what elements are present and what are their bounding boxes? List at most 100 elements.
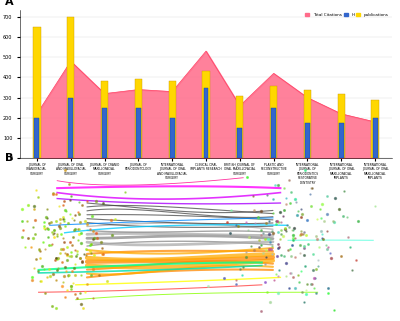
Point bbox=[275, 246, 282, 251]
Bar bbox=[102, 108, 107, 158]
Point bbox=[68, 284, 74, 289]
Point bbox=[355, 219, 361, 224]
Point bbox=[88, 250, 94, 256]
Point bbox=[289, 243, 295, 248]
Point bbox=[268, 243, 275, 248]
Point bbox=[318, 235, 325, 240]
Point bbox=[49, 230, 56, 235]
Point bbox=[122, 189, 128, 194]
Point bbox=[319, 237, 326, 242]
Point bbox=[89, 236, 96, 241]
Point bbox=[54, 256, 60, 261]
Point bbox=[299, 211, 305, 216]
Point bbox=[258, 232, 264, 238]
Point bbox=[64, 245, 70, 250]
Point bbox=[313, 234, 319, 239]
Point bbox=[60, 219, 67, 224]
Point bbox=[60, 279, 67, 284]
Point bbox=[72, 262, 78, 267]
Point bbox=[263, 247, 269, 253]
Point bbox=[50, 231, 56, 237]
Point bbox=[54, 232, 60, 237]
Point bbox=[275, 183, 282, 188]
Bar bbox=[136, 108, 141, 158]
Point bbox=[54, 268, 60, 273]
Point bbox=[281, 207, 287, 213]
Point bbox=[77, 291, 83, 296]
Point bbox=[298, 232, 304, 237]
Point bbox=[58, 246, 64, 251]
Bar bbox=[101, 82, 108, 158]
Point bbox=[278, 220, 285, 225]
Point bbox=[276, 245, 282, 250]
Point bbox=[294, 213, 300, 218]
Point bbox=[52, 192, 59, 197]
Point bbox=[297, 232, 304, 237]
Point bbox=[314, 216, 320, 221]
Point bbox=[78, 273, 84, 278]
Point bbox=[311, 276, 318, 281]
Point bbox=[66, 197, 73, 203]
Point bbox=[99, 245, 105, 250]
Point bbox=[322, 243, 329, 248]
Point bbox=[305, 241, 312, 247]
Point bbox=[309, 282, 316, 287]
Point bbox=[96, 273, 102, 278]
Point bbox=[30, 235, 37, 240]
Point bbox=[48, 243, 54, 248]
Point bbox=[302, 168, 309, 173]
Bar bbox=[236, 96, 244, 158]
Point bbox=[272, 182, 278, 187]
Point bbox=[324, 193, 330, 198]
Point bbox=[227, 230, 233, 235]
Point bbox=[326, 251, 333, 256]
Point bbox=[59, 283, 65, 289]
Point bbox=[76, 231, 82, 236]
Point bbox=[301, 244, 308, 249]
Point bbox=[9, 285, 16, 291]
Point bbox=[88, 242, 94, 247]
Point bbox=[68, 283, 74, 288]
Point bbox=[268, 251, 275, 256]
Point bbox=[314, 263, 321, 268]
Point bbox=[330, 218, 336, 223]
Point bbox=[372, 204, 378, 209]
Point bbox=[77, 256, 84, 261]
Point bbox=[45, 234, 52, 239]
Point bbox=[263, 220, 270, 225]
Point bbox=[264, 290, 270, 295]
Point bbox=[76, 219, 83, 224]
Point bbox=[298, 289, 305, 294]
Point bbox=[258, 308, 264, 313]
Point bbox=[76, 211, 82, 216]
Point bbox=[270, 230, 276, 235]
Point bbox=[71, 227, 78, 232]
Point bbox=[71, 217, 78, 222]
Point bbox=[270, 196, 276, 201]
Point bbox=[324, 247, 330, 252]
Point bbox=[292, 254, 299, 259]
Point bbox=[266, 232, 272, 237]
Point bbox=[318, 229, 324, 234]
Point bbox=[71, 265, 77, 270]
Bar bbox=[304, 90, 311, 158]
Point bbox=[52, 306, 59, 311]
Point bbox=[64, 251, 70, 256]
Point bbox=[297, 242, 303, 247]
Point bbox=[73, 248, 80, 254]
Point bbox=[243, 220, 249, 225]
Point bbox=[345, 234, 352, 239]
Point bbox=[308, 204, 314, 209]
Point bbox=[291, 225, 298, 230]
Point bbox=[244, 174, 250, 179]
Point bbox=[72, 247, 78, 252]
Point bbox=[290, 235, 296, 240]
Bar bbox=[170, 118, 175, 158]
Point bbox=[19, 206, 25, 212]
Point bbox=[56, 204, 62, 209]
Point bbox=[77, 256, 84, 261]
Point bbox=[40, 239, 46, 245]
Point bbox=[258, 209, 264, 214]
Point bbox=[36, 247, 42, 252]
Point bbox=[238, 273, 245, 278]
